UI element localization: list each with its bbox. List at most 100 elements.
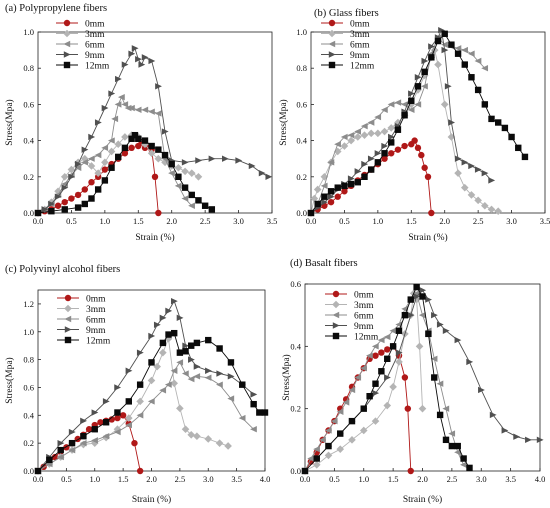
data-point — [407, 296, 414, 303]
data-point — [442, 327, 450, 334]
data-point — [394, 99, 402, 106]
data-point — [136, 467, 144, 475]
data-point — [193, 363, 201, 370]
data-point — [134, 106, 142, 114]
data-point — [164, 381, 172, 388]
legend-marker — [328, 51, 336, 58]
data-point — [327, 159, 335, 166]
data-point — [489, 411, 497, 419]
y-tick-label: 0.8 — [23, 355, 34, 365]
plot-area — [310, 31, 546, 214]
data-point — [205, 367, 212, 374]
data-point — [193, 432, 201, 440]
data-point — [425, 330, 432, 338]
legend-marker — [328, 19, 336, 27]
x-tick-label: 3.5 — [267, 216, 278, 226]
data-point — [171, 297, 178, 305]
data-point — [256, 409, 263, 416]
y-tick-label: 0.4 — [23, 136, 34, 146]
series-line — [37, 361, 254, 472]
chart-title: (b) Glass fibers — [314, 8, 379, 19]
y-tick-label: 0.2 — [23, 438, 34, 448]
data-point — [147, 376, 156, 385]
data-point — [81, 159, 88, 166]
data-point — [336, 408, 344, 415]
data-point — [170, 367, 178, 374]
data-point — [413, 283, 420, 291]
data-point — [114, 140, 123, 149]
y-tick-label: 0.2 — [290, 404, 301, 414]
data-point — [467, 50, 475, 57]
data-point — [159, 314, 167, 322]
data-point — [68, 439, 76, 447]
data-point — [461, 159, 469, 166]
data-point — [314, 200, 321, 208]
data-point — [108, 164, 115, 171]
data-point — [79, 439, 87, 447]
data-point — [85, 426, 93, 433]
data-point — [454, 449, 461, 456]
data-point — [508, 133, 515, 141]
data-point — [41, 206, 49, 213]
data-point — [395, 358, 403, 366]
data-point — [307, 455, 315, 462]
chart-title: (c) Polyvinyl alcohol fibers — [5, 264, 120, 275]
data-point — [374, 129, 382, 138]
data-point — [488, 177, 496, 184]
data-point — [495, 119, 502, 126]
data-point — [181, 167, 189, 176]
data-point — [181, 425, 190, 434]
data-point — [371, 343, 379, 350]
data-point — [102, 398, 110, 405]
legend-marker — [328, 61, 336, 69]
x-tick-label: 3.5 — [540, 216, 550, 226]
chart-panel-4: (d) Basalt fibers 0.0 0.5 1.0 1.5 2.0 2.5 3.0 3.… — [281, 258, 545, 505]
data-point — [54, 193, 62, 200]
data-point — [54, 202, 62, 209]
plot-area — [37, 31, 273, 214]
data-point — [57, 439, 65, 447]
legend-label: 6mm — [354, 312, 374, 322]
data-point — [204, 435, 213, 443]
data-point — [377, 336, 385, 344]
data-point — [174, 182, 182, 190]
y-axis-label: Stress(Mpa) — [278, 99, 289, 145]
data-point — [128, 144, 135, 152]
data-point — [447, 133, 456, 141]
x-axis-label: Strain (%) — [132, 494, 171, 505]
data-point — [515, 144, 522, 152]
data-point — [181, 159, 189, 166]
data-point — [121, 101, 129, 108]
data-point — [481, 169, 489, 177]
data-point — [170, 379, 178, 388]
data-point — [401, 311, 409, 319]
legend-marker — [64, 326, 72, 333]
y-tick-label: 0.4 — [290, 341, 301, 351]
data-point — [141, 106, 149, 114]
data-point — [421, 164, 428, 171]
data-point — [94, 169, 102, 177]
data-point — [135, 55, 142, 63]
data-point — [161, 128, 169, 135]
data-point — [394, 146, 402, 153]
data-point — [101, 158, 109, 167]
data-point — [111, 115, 119, 123]
data-point — [438, 26, 445, 34]
data-point — [401, 101, 408, 108]
y-tick-label: 0.8 — [23, 63, 34, 73]
data-point — [216, 381, 223, 388]
x-tick-label: 3.0 — [506, 216, 517, 226]
data-point — [136, 397, 144, 406]
data-point — [135, 135, 142, 142]
data-point — [164, 334, 173, 343]
data-point — [347, 131, 355, 139]
legend-label: 6mm — [350, 41, 370, 51]
data-point — [161, 151, 169, 159]
data-point — [378, 368, 385, 375]
data-point — [181, 184, 189, 191]
x-axis-label: Strain (%) — [135, 232, 174, 243]
data-point — [348, 386, 356, 394]
y-tick-label: 0.0 — [290, 466, 301, 476]
data-point — [387, 101, 395, 108]
data-point — [478, 386, 485, 394]
